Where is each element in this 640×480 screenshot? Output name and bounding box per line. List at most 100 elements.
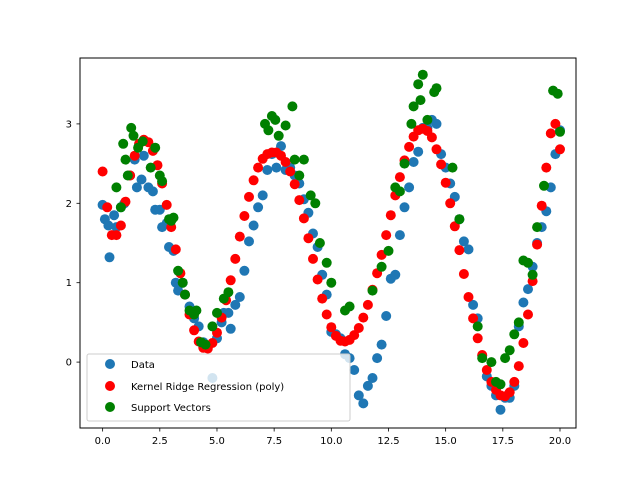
series-0-point-13 [138, 150, 149, 161]
series-0-point-43 [257, 190, 268, 201]
series-1-point-63 [385, 210, 396, 221]
series-2-point-5 [126, 122, 137, 133]
series-0-point-37 [230, 299, 241, 310]
series-0-point-2 [103, 220, 114, 231]
series-2-point-6 [128, 130, 139, 141]
series-1-point-78 [454, 245, 465, 256]
series-0-point-81 [431, 118, 442, 129]
series-1-point-90 [509, 376, 520, 387]
series-1-point-97 [541, 162, 552, 173]
series-0-point-95 [495, 404, 506, 415]
series-1-point-33 [248, 175, 259, 186]
series-2-point-49 [394, 186, 405, 197]
series-0-point-22 [170, 277, 181, 288]
series-0-point-76 [408, 157, 419, 167]
series-1-point-49 [321, 309, 332, 320]
series-1-point-99 [550, 118, 561, 129]
series-2-point-72 [527, 269, 538, 280]
series-2-point-8 [137, 136, 148, 147]
series-2-point-44 [344, 301, 355, 312]
legend-box [86, 353, 351, 422]
series-2-point-27 [223, 287, 234, 298]
series-2-point-2 [118, 138, 129, 149]
series-1-point-92 [518, 338, 529, 348]
series-2-point-38 [305, 190, 316, 201]
series-1-point-76 [445, 198, 456, 209]
series-2-point-32 [273, 130, 284, 141]
x-tick-label-3: 7.5 [266, 436, 282, 447]
series-2-point-23 [200, 339, 211, 350]
series-2-point-53 [413, 79, 424, 90]
series-0-point-67 [367, 373, 378, 383]
series-2-point-63 [486, 357, 497, 368]
series-2-point-42 [326, 277, 337, 288]
series-2-point-39 [310, 198, 321, 209]
series-2-point-4 [122, 170, 133, 181]
series-2-point-1 [115, 202, 126, 213]
legend-marker-support-vectors [105, 402, 115, 412]
series-0-point-68 [372, 353, 383, 364]
series-2-point-31 [270, 114, 281, 125]
series-2-point-15 [168, 212, 179, 223]
series-2-point-29 [263, 125, 274, 136]
series-2-point-45 [367, 285, 378, 296]
series-0-point-64 [353, 390, 364, 401]
series-1-point-57 [358, 312, 369, 323]
series-2-point-36 [294, 170, 305, 181]
series-1-point-16 [170, 244, 181, 255]
series-1-point-28 [225, 275, 236, 286]
series-1-point-1 [102, 202, 113, 213]
series-1-point-73 [431, 144, 442, 155]
series-0-point-4 [109, 210, 120, 221]
series-2-point-18 [180, 289, 190, 300]
series-1-point-0 [97, 166, 108, 177]
series-2-point-17 [177, 277, 188, 288]
series-0-point-40 [244, 236, 254, 247]
series-0-point-75 [404, 182, 415, 193]
series-1-point-41 [285, 166, 296, 177]
series-2-point-24 [207, 321, 218, 332]
plot-frame [79, 57, 577, 429]
series-0-point-89 [468, 299, 479, 310]
series-0-point-65 [358, 398, 369, 409]
series-2-point-61 [472, 321, 483, 332]
series-1-point-55 [349, 330, 360, 341]
series-0-point-100 [518, 297, 529, 308]
series-2-point-66 [500, 353, 511, 364]
series-2-point-68 [509, 329, 520, 340]
series-2-point-77 [555, 126, 565, 137]
series-2-point-25 [212, 307, 222, 318]
series-0-point-77 [413, 146, 424, 157]
series-0-point-88 [463, 244, 474, 255]
y-tick-label-0: 0 [66, 358, 72, 369]
series-2-point-35 [289, 154, 300, 165]
series-1-point-40 [280, 157, 291, 167]
series-1-point-42 [289, 179, 300, 190]
series-2-point-74 [539, 180, 549, 191]
y-tick-label-2: 2 [66, 199, 72, 210]
series-0-point-15 [147, 186, 158, 197]
series-0-point-87 [458, 236, 469, 247]
series-1-point-95 [532, 239, 543, 250]
series-0-point-70 [381, 311, 392, 321]
series-0-point-10 [131, 182, 142, 193]
series-2-point-69 [513, 317, 524, 328]
series-2-point-40 [314, 238, 325, 248]
series-2-point-34 [287, 101, 298, 112]
series-1-point-91 [513, 361, 524, 372]
data-points [97, 69, 565, 415]
series-2-point-0 [111, 182, 122, 193]
series-1-point-82 [472, 333, 483, 344]
series-2-point-50 [399, 158, 410, 169]
series-0-point-38 [234, 292, 245, 302]
series-2-point-33 [280, 120, 291, 131]
x-tick-label-7: 17.5 [492, 436, 514, 447]
series-0-point-39 [239, 265, 250, 276]
series-1-point-89 [504, 387, 515, 398]
y-tick-label-1: 1 [66, 278, 72, 289]
series-2-point-47 [383, 245, 394, 256]
series-2-point-76 [552, 88, 563, 99]
series-2-point-51 [406, 118, 417, 129]
series-0-point-73 [394, 230, 405, 241]
